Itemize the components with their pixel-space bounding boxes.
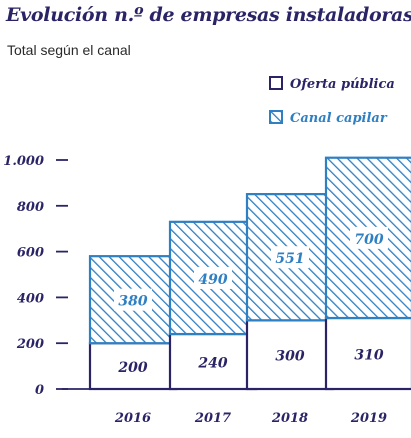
x-tick-label: 2016: [114, 411, 151, 426]
bar-segment-oferta-publica: [245, 319, 335, 391]
data-label-canal-capilar: 700: [354, 232, 383, 248]
x-tick-label: 2017: [194, 411, 231, 426]
y-tick-label: 400: [17, 291, 44, 306]
data-label-background: [114, 288, 152, 311]
data-label-oferta-publica: 240: [197, 356, 227, 372]
y-tick-label: 0: [35, 383, 44, 398]
chart-subtitle: Total según el canal: [7, 42, 131, 58]
legend-swatch-canal-capilar: [269, 110, 283, 124]
data-label-oferta-publica: 200: [117, 360, 147, 376]
data-label-background: [271, 246, 309, 269]
legend-item-canal-capilar: Canal capilar: [269, 110, 388, 126]
legend-label-oferta-publica: Oferta pública: [290, 77, 395, 92]
x-tick-label: 2019: [350, 411, 387, 426]
data-label-oferta-publica: 310: [354, 348, 383, 364]
bars: 200 380 2016 240 490 2017 300 551 2018 310 700 2019: [88, 156, 411, 426]
axes: 0 200 400 600 800 1.000: [3, 154, 408, 398]
y-tick-label: 800: [17, 200, 44, 215]
y-tick-label: 1.000: [3, 154, 44, 169]
y-tick-label: 200: [16, 337, 44, 352]
legend-item-oferta-publica: Oferta pública: [269, 76, 395, 92]
data-label-oferta-publica: 300: [275, 349, 304, 365]
x-tick-label: 2018: [271, 411, 308, 426]
data-label-background: [194, 266, 232, 289]
y-tick-label: 600: [17, 246, 44, 261]
data-label-background: [350, 226, 388, 249]
chart-title: Evolución n.º de empresas instaladoras: [6, 4, 411, 26]
legend-label-canal-capilar: Canal capilar: [290, 111, 388, 126]
data-label-canal-capilar: 380: [118, 294, 147, 310]
legend: Oferta pública Canal capilar: [269, 76, 395, 126]
data-label-canal-capilar: 551: [275, 251, 304, 267]
bar-segment-oferta-publica: [168, 332, 258, 391]
data-label-canal-capilar: 490: [198, 272, 227, 288]
legend-swatch-oferta-publica: [269, 76, 283, 90]
